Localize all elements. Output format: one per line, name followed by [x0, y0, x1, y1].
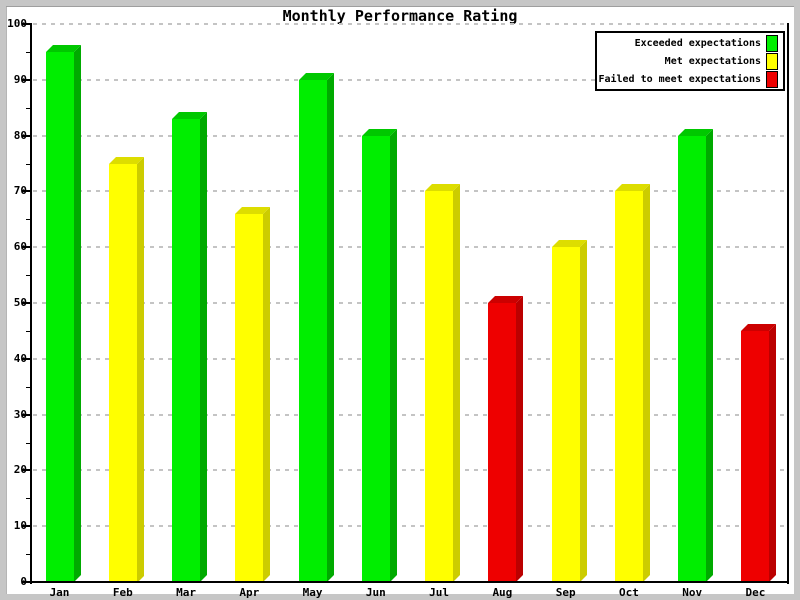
- month-label-aug: Aug: [492, 586, 513, 599]
- y-tick-label-90: 90: [13, 72, 27, 86]
- month-label-jan: Jan: [49, 586, 70, 599]
- bar-apr: [235, 213, 264, 582]
- bar-oct: [614, 191, 643, 582]
- plot-area: Jan Feb Mar Apr May Jun Jul Aug Sep Oct Nov Dec 0 10 2…: [6, 6, 794, 599]
- y-minor-tick-25: [26, 442, 30, 444]
- grid-line-30: [33, 413, 787, 416]
- legend-label-exceeded: Exceeded expectations: [634, 37, 761, 49]
- bar-dec: [741, 330, 770, 582]
- bar-jul: [425, 191, 454, 582]
- y-minor-tick-95: [26, 51, 30, 53]
- legend-item-failed: Failed to meet expectations: [597, 70, 783, 88]
- y-tick-label-40: 40: [13, 351, 27, 365]
- y-major-tick-80: [22, 134, 30, 137]
- legend-label-met: Met expectations: [664, 55, 761, 67]
- y-tick-label-20: 20: [13, 463, 27, 477]
- month-label-dec: Dec: [745, 586, 766, 599]
- legend-item-met: Met expectations: [597, 52, 783, 70]
- bar-may-side: [326, 72, 334, 582]
- grid-line-40: [33, 357, 787, 360]
- y-major-tick-10: [22, 525, 30, 528]
- bar-oct-side: [642, 184, 650, 582]
- y-axis: [30, 23, 32, 584]
- y-tick-label-30: 30: [13, 407, 27, 421]
- legend-swatch-exceeded: [766, 34, 778, 52]
- y-major-tick-70: [22, 190, 30, 193]
- bar-mar-side: [200, 111, 208, 582]
- plot-right-border: [787, 23, 789, 584]
- y-minor-tick-75: [26, 163, 30, 165]
- bar-jun: [361, 135, 390, 582]
- y-minor-tick-35: [26, 386, 30, 388]
- y-major-tick-50: [22, 302, 30, 304]
- y-tick-label-0: 0: [20, 575, 27, 588]
- bar-aug: [488, 303, 517, 582]
- y-tick-label-80: 80: [13, 128, 27, 142]
- bar-sep: [551, 247, 580, 582]
- y-minor-tick-5: [26, 554, 30, 556]
- y-major-tick-20: [22, 469, 30, 472]
- bar-dec-side: [769, 323, 777, 582]
- y-major-tick-30: [22, 413, 30, 416]
- bar-sep-side: [579, 240, 587, 582]
- y-tick-label-50: 50: [13, 296, 27, 309]
- bar-jan-side: [73, 44, 81, 582]
- grid-line-90: [33, 78, 787, 81]
- y-tick-label-60: 60: [13, 240, 27, 254]
- bar-nov-side: [706, 128, 714, 582]
- grid-line-70: [33, 190, 787, 193]
- month-label-jun: Jun: [365, 586, 386, 599]
- grid-line-80: [33, 134, 787, 137]
- y-major-tick-60: [22, 246, 30, 249]
- x-axis: [30, 581, 789, 583]
- y-minor-tick-85: [26, 107, 30, 109]
- y-tick-label-100: 100: [7, 17, 27, 30]
- bar-jul-side: [453, 184, 461, 582]
- legend-item-exceeded: Exceeded expectations: [597, 34, 783, 52]
- y-tick-label-10: 10: [13, 519, 27, 533]
- grid-line-20: [33, 469, 787, 472]
- legend-swatch-failed: [766, 70, 778, 88]
- y-major-tick-90: [22, 78, 30, 81]
- month-label-oct: Oct: [618, 586, 639, 599]
- bar-aug-side: [516, 296, 524, 582]
- bar-apr-side: [263, 206, 271, 582]
- month-label-nov: Nov: [682, 586, 703, 599]
- bar-jan: [45, 51, 74, 582]
- bar-feb-side: [136, 156, 144, 582]
- y-major-tick-40: [22, 357, 30, 360]
- month-label-feb: Feb: [112, 586, 133, 599]
- month-label-mar: Mar: [176, 586, 196, 599]
- y-major-tick-0: [22, 581, 30, 583]
- grid-line-10: [33, 525, 787, 528]
- y-major-tick-100: [22, 23, 30, 25]
- grid-line-50: [33, 302, 787, 304]
- bar-may: [298, 79, 327, 582]
- y-minor-tick-15: [26, 498, 30, 500]
- bar-feb-top: [108, 156, 144, 164]
- bar-mar: [172, 118, 201, 582]
- legend-label-failed: Failed to meet expectations: [598, 73, 761, 85]
- bar-feb: [108, 163, 137, 582]
- y-minor-tick-55: [26, 275, 30, 277]
- bar-jun-side: [389, 128, 397, 582]
- legend: Exceeded expectations Met expectations Fai…: [595, 31, 785, 91]
- month-label-apr: Apr: [239, 586, 260, 599]
- month-label-sep: Sep: [555, 586, 576, 599]
- legend-swatch-met: [766, 52, 778, 70]
- y-minor-tick-65: [26, 219, 30, 221]
- y-minor-tick-45: [26, 330, 30, 332]
- grid-line-100: [33, 23, 787, 25]
- chart-title: Monthly Performance Rating: [282, 7, 518, 25]
- month-label-may: May: [302, 586, 323, 599]
- y-tick-label-70: 70: [13, 184, 27, 198]
- month-label-jul: Jul: [429, 586, 450, 599]
- grid-line-60: [33, 246, 787, 249]
- bar-nov: [678, 135, 707, 582]
